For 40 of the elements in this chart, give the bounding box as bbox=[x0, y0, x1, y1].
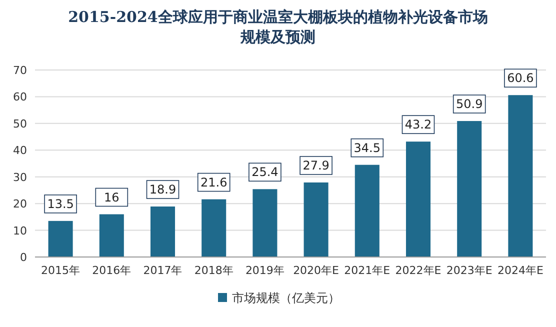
bar bbox=[150, 206, 176, 257]
data-label: 60.6 bbox=[507, 71, 534, 86]
y-tick-label: 0 bbox=[20, 251, 27, 264]
x-tick-label: 2019年 bbox=[245, 264, 284, 277]
x-tick-label: 2017年 bbox=[143, 264, 182, 277]
y-tick-label: 30 bbox=[13, 170, 27, 184]
y-tick-label: 40 bbox=[13, 144, 27, 158]
bar bbox=[406, 142, 431, 257]
data-label: 21.6 bbox=[200, 175, 228, 190]
bar bbox=[508, 95, 533, 257]
x-tick-label: 2015年 bbox=[41, 264, 80, 277]
bar bbox=[354, 164, 380, 257]
bar bbox=[48, 220, 73, 257]
data-label: 34.5 bbox=[354, 140, 381, 155]
bar bbox=[99, 214, 124, 257]
x-tick-label: 2020年E bbox=[293, 264, 340, 277]
x-tick-label: 2021年E bbox=[344, 264, 390, 277]
data-label: 25.4 bbox=[252, 165, 278, 180]
bar bbox=[252, 189, 278, 257]
data-label: 27.9 bbox=[302, 158, 330, 172]
data-label: 18.9 bbox=[149, 182, 176, 197]
data-label: 43.2 bbox=[404, 118, 432, 132]
bar bbox=[304, 182, 328, 257]
y-tick-label: 50 bbox=[13, 117, 27, 130]
x-tick-label: 2024年E bbox=[497, 264, 544, 277]
x-tick-label: 2023年E bbox=[446, 264, 492, 277]
x-tick-label: 2018年 bbox=[194, 264, 234, 277]
y-tick-label: 60 bbox=[13, 90, 27, 104]
data-label: 16 bbox=[104, 190, 120, 204]
bar bbox=[202, 199, 226, 257]
y-tick-label: 20 bbox=[13, 198, 27, 211]
x-tick-label: 2022年E bbox=[395, 264, 442, 277]
x-tick-label: 2016年 bbox=[92, 264, 132, 277]
y-tick-label: 10 bbox=[13, 224, 27, 238]
chart-title: 2015-2024全球应用于商业温室大棚板块的植物补光设备市场规模及预测 bbox=[68, 8, 488, 46]
data-label: 50.9 bbox=[456, 97, 483, 112]
bar bbox=[457, 121, 482, 257]
y-tick-label: 70 bbox=[13, 64, 27, 77]
data-label: 13.5 bbox=[47, 196, 74, 211]
legend-label: 市场规模（亿美元） bbox=[232, 291, 340, 305]
